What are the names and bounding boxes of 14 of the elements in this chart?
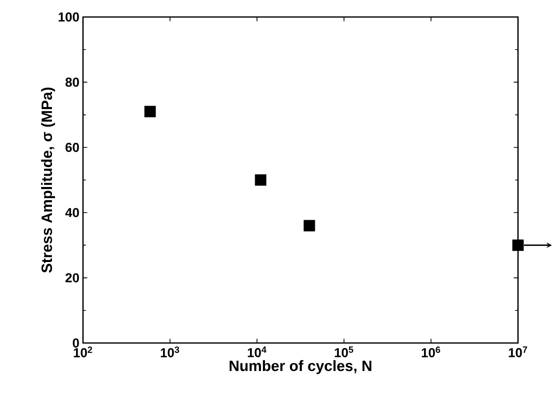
- y-tick-label: 0: [72, 338, 79, 348]
- y-tick-label: 80: [65, 78, 79, 87]
- x-tick-label: 10$^{4}$: [248, 346, 266, 358]
- x-tick-label: 10$^{2}$: [74, 346, 92, 358]
- x-tick-label: 10$^{7}$: [508, 346, 528, 358]
- y-tick-label: 100: [58, 12, 79, 22]
- x-tick-label: 10$^{6}$: [422, 346, 440, 358]
- y-tick-label: 60: [66, 142, 79, 152]
- x-tick-label: 10$^{5}$: [334, 346, 354, 358]
- x-tick-label: 10$^{3}$: [160, 346, 180, 358]
- y-axis-title: Stress Amplitude, σ (MPa): [41, 88, 56, 273]
- y-tick-label: 40: [65, 208, 79, 218]
- x-axis-title: Number of cycles, N: [230, 360, 372, 374]
- y-tick-label: 20: [66, 273, 79, 282]
